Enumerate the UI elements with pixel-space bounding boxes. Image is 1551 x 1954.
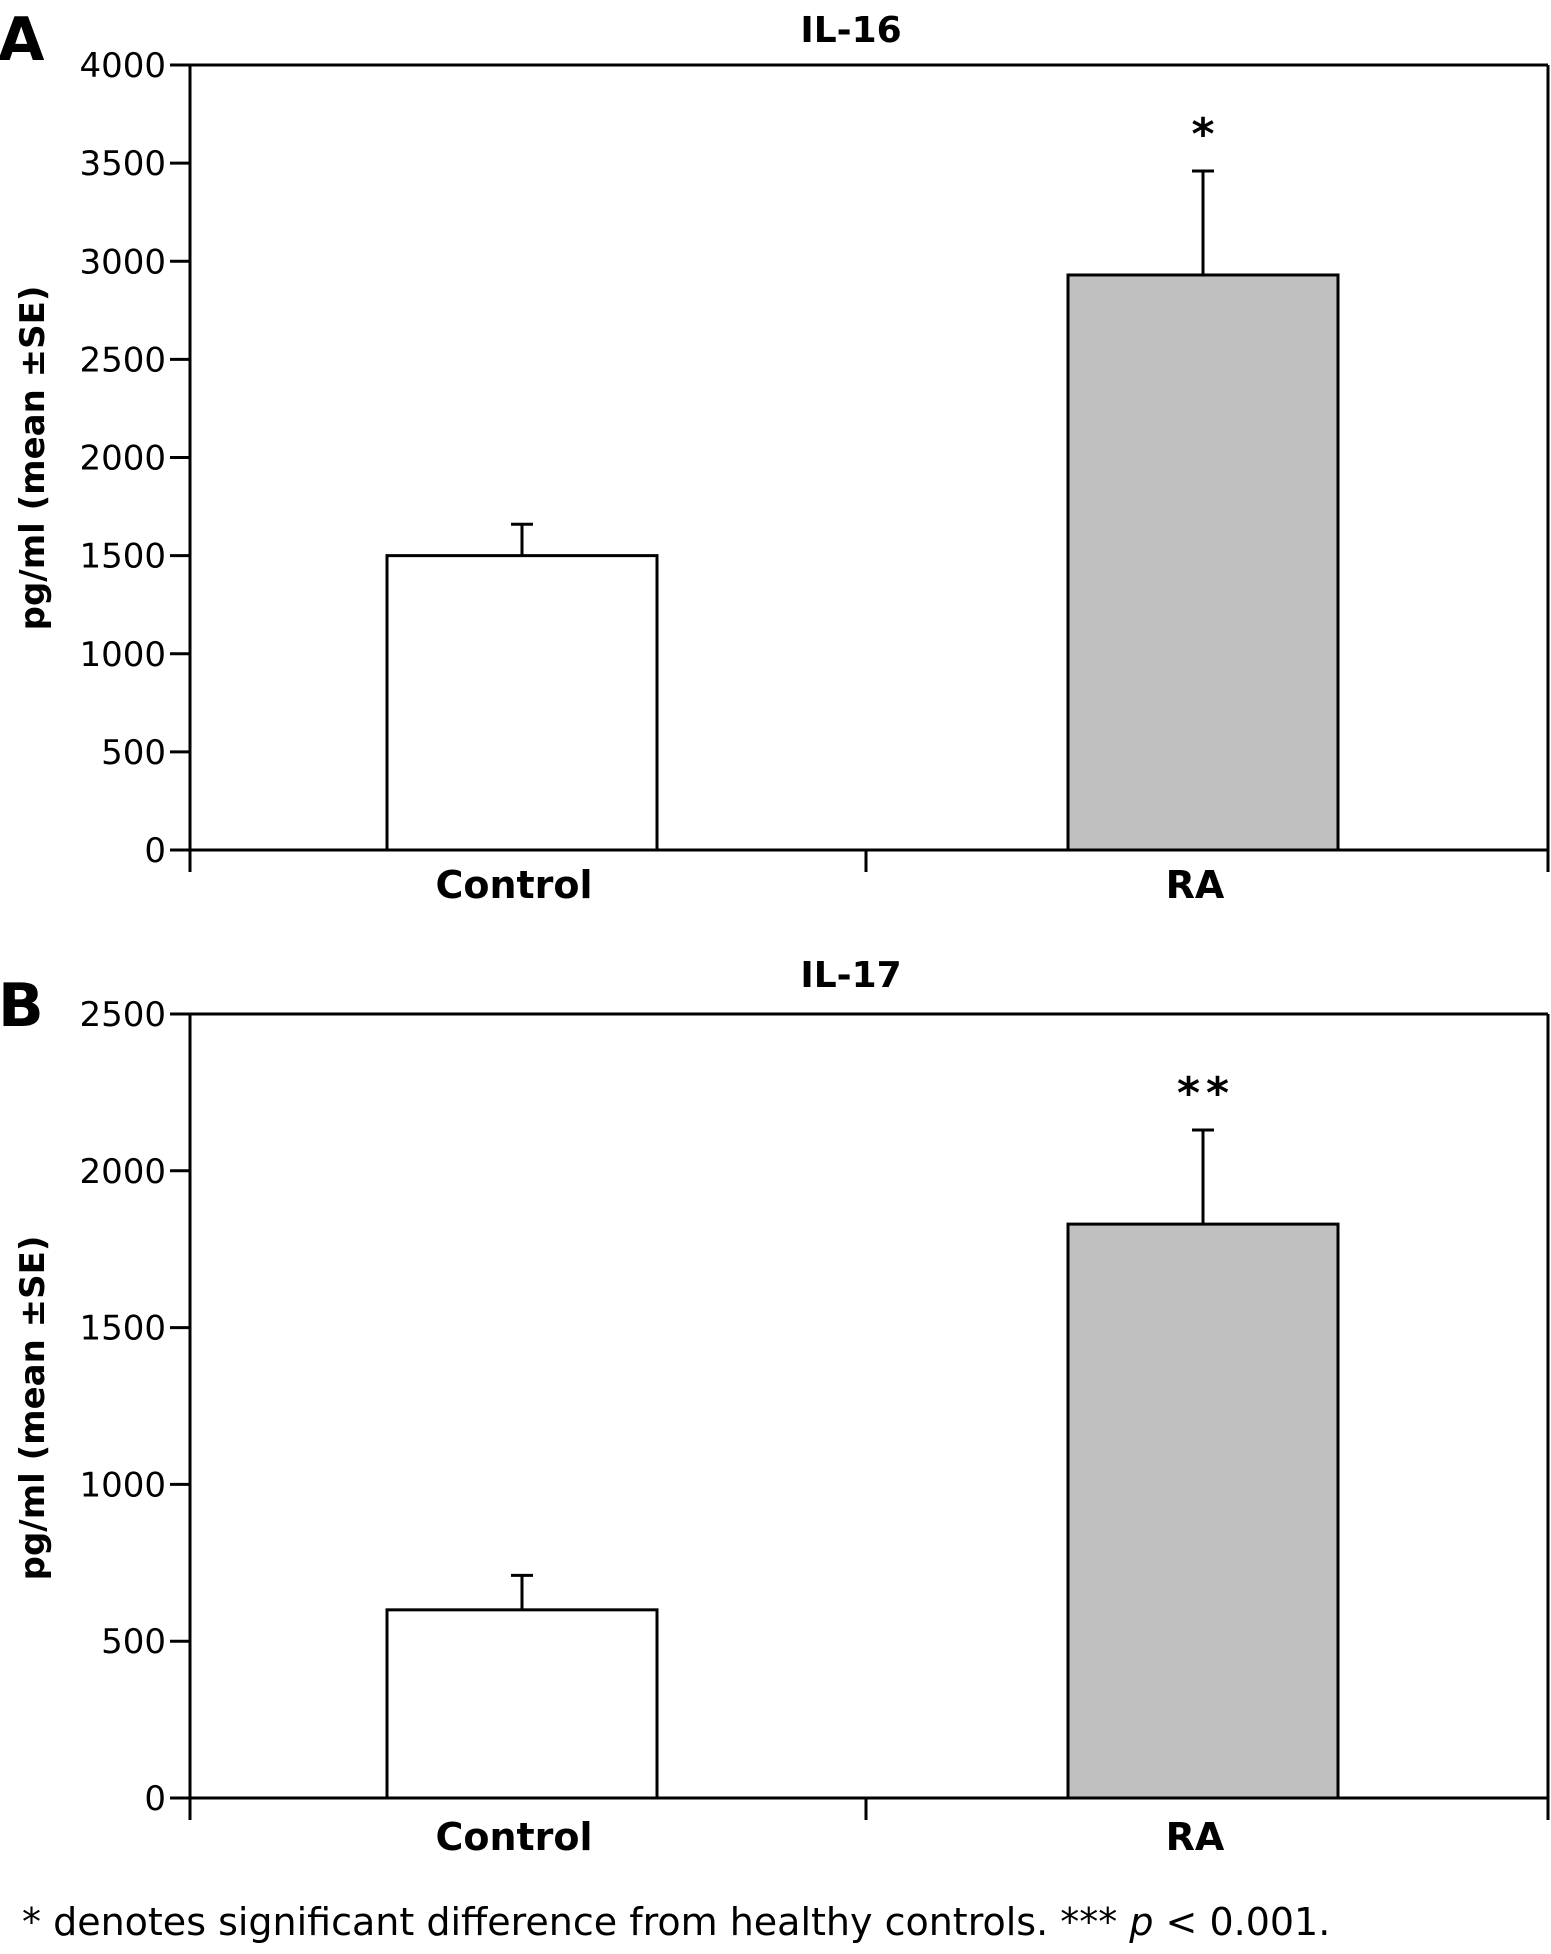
y-tick-label-b: 0 xyxy=(144,1779,166,1819)
panel-letter-a: A xyxy=(0,5,45,75)
y-tick-label-b: 1000 xyxy=(79,1465,166,1505)
y-tick-label-a: 2500 xyxy=(79,340,166,380)
y-tick-label-b: 2500 xyxy=(79,995,166,1035)
y-tick-label-a: 3000 xyxy=(79,242,166,282)
footnote-p-symbol: p xyxy=(1128,1900,1153,1944)
bar-a-ra xyxy=(1066,273,1340,852)
bar-b-control xyxy=(385,1608,659,1800)
footnote-prefix: * denotes significant difference from he… xyxy=(22,1900,1129,1944)
chart-panel-b: B IL-17 pg/ml (mean ±SE) 0 500 1000 1500 2000 25… xyxy=(0,955,1550,1859)
y-tick-label-a: 4000 xyxy=(79,46,166,86)
y-tick-label-a: 1000 xyxy=(79,635,166,675)
x-category-label-a-ra: RA xyxy=(1166,863,1225,907)
footnote: * denotes significant difference from he… xyxy=(22,1900,1330,1944)
y-tick-label-a: 2000 xyxy=(79,439,166,479)
x-category-label-b-control: Control xyxy=(435,1815,592,1859)
x-category-label-a-control: Control xyxy=(435,863,592,907)
bar-b-ra xyxy=(1066,1222,1340,1800)
y-axis-label-a: pg/ml (mean ±SE) xyxy=(13,286,53,631)
chart-panel-a: A IL-16 pg/ml (mean ±SE) 0 500 1000 1500 2000 25… xyxy=(0,5,1550,907)
x-category-label-b-ra: RA xyxy=(1166,1815,1225,1859)
bar-a-control xyxy=(385,554,659,852)
significance-marker-b-ra: ** xyxy=(1177,1068,1235,1119)
panel-letter-b: B xyxy=(0,971,44,1041)
y-tick-label-a: 1500 xyxy=(79,537,166,577)
y-tick-label-b: 1500 xyxy=(79,1309,166,1349)
y-tick-label-a: 0 xyxy=(144,831,166,871)
y-axis-label-b: pg/ml (mean ±SE) xyxy=(13,1236,53,1581)
footnote-suffix: < 0.001. xyxy=(1153,1900,1330,1944)
chart-title-b: IL-17 xyxy=(800,955,901,996)
significance-marker-a-ra: * xyxy=(1191,109,1220,160)
y-tick-label-a: 500 xyxy=(101,733,166,773)
chart-title-a: IL-16 xyxy=(800,10,901,51)
y-tick-label-b: 500 xyxy=(101,1622,166,1662)
y-tick-label-b: 2000 xyxy=(79,1152,166,1192)
y-tick-label-a: 3500 xyxy=(79,144,166,184)
